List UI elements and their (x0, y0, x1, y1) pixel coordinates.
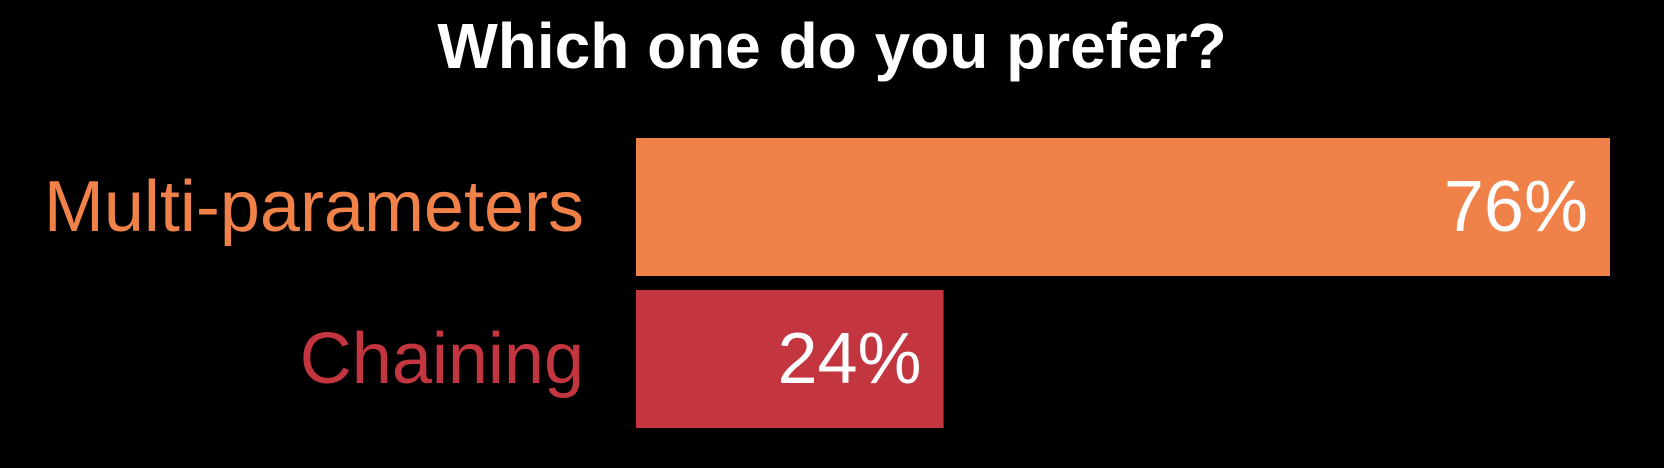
bars-layer: Multi-parameters 76% Chaining 24% (44, 138, 1610, 428)
value-label: 24% (777, 319, 921, 399)
category-label: Chaining (300, 319, 584, 399)
value-label: 76% (1444, 167, 1588, 247)
category-label: Multi-parameters (44, 167, 584, 247)
bar-multi-parameters (636, 138, 1610, 276)
chart-title: Which one do you prefer? (437, 10, 1227, 82)
bar-chaining (636, 290, 944, 428)
